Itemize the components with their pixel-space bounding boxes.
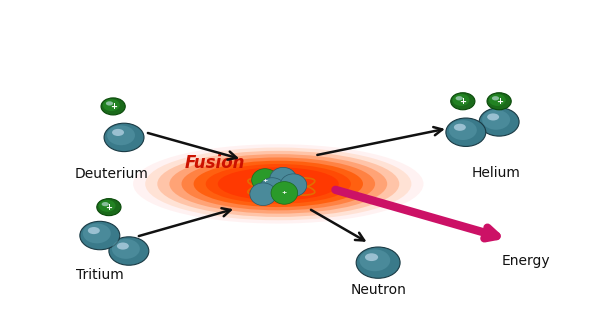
Ellipse shape (109, 237, 149, 265)
Ellipse shape (356, 247, 400, 278)
Text: NUCLEAR FUSION: NUCLEAR FUSION (159, 13, 446, 41)
Ellipse shape (157, 151, 399, 217)
Ellipse shape (169, 154, 387, 214)
Ellipse shape (103, 99, 120, 111)
Ellipse shape (449, 120, 477, 140)
Ellipse shape (270, 167, 296, 190)
Ellipse shape (271, 182, 298, 204)
Ellipse shape (133, 144, 424, 223)
Ellipse shape (102, 202, 109, 206)
Ellipse shape (365, 253, 378, 261)
Text: +: + (459, 97, 466, 106)
Text: Deuterium: Deuterium (75, 167, 149, 181)
Text: Neutron: Neutron (350, 283, 406, 297)
Ellipse shape (482, 110, 510, 130)
Ellipse shape (252, 169, 278, 191)
Ellipse shape (456, 96, 463, 100)
Text: Fusion: Fusion (185, 154, 245, 172)
Ellipse shape (206, 164, 351, 204)
Ellipse shape (104, 123, 144, 151)
Ellipse shape (250, 183, 276, 206)
Ellipse shape (218, 167, 339, 200)
Ellipse shape (88, 227, 100, 234)
Ellipse shape (117, 243, 129, 249)
Text: +: + (105, 203, 113, 212)
Ellipse shape (453, 94, 469, 106)
Text: Helium: Helium (472, 166, 520, 180)
Ellipse shape (106, 101, 113, 105)
Ellipse shape (454, 124, 466, 131)
Ellipse shape (101, 98, 125, 115)
Ellipse shape (492, 96, 499, 100)
Ellipse shape (107, 125, 135, 145)
Ellipse shape (359, 249, 390, 271)
Ellipse shape (446, 118, 486, 146)
Ellipse shape (97, 199, 121, 216)
Ellipse shape (99, 200, 116, 212)
Ellipse shape (280, 174, 307, 197)
Ellipse shape (194, 161, 363, 207)
Ellipse shape (145, 147, 411, 220)
Ellipse shape (80, 221, 120, 250)
Ellipse shape (451, 93, 475, 110)
Text: +: + (495, 97, 503, 106)
Ellipse shape (487, 93, 511, 110)
Ellipse shape (259, 178, 286, 200)
Ellipse shape (182, 157, 375, 210)
Ellipse shape (479, 108, 519, 136)
Text: +: + (282, 190, 287, 195)
Ellipse shape (487, 113, 499, 121)
Text: +: + (263, 177, 267, 182)
Ellipse shape (489, 94, 506, 106)
Ellipse shape (112, 239, 140, 259)
Ellipse shape (112, 129, 124, 136)
Text: Energy: Energy (502, 254, 551, 268)
Text: +: + (110, 102, 117, 111)
Ellipse shape (83, 223, 111, 243)
Text: Tritium: Tritium (76, 268, 123, 282)
